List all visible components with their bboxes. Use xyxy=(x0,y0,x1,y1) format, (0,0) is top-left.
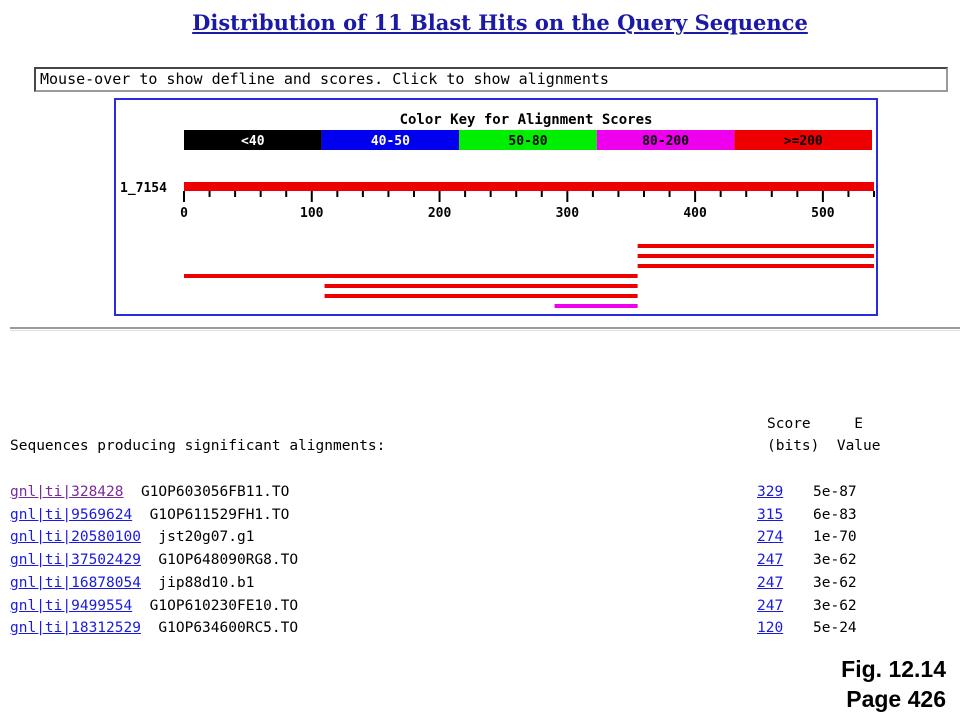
evalue: 6e-83 xyxy=(813,506,857,523)
table-row: gnl|ti|9569624 G1OP611529FH1.TO 315 6e-83 xyxy=(10,504,950,526)
accession-link[interactable]: gnl|ti|37502429 xyxy=(10,552,141,569)
evalue: 5e-24 xyxy=(813,620,857,637)
sequence-description: jst20g07.g1 xyxy=(140,529,255,546)
page-label: Page 426 xyxy=(846,686,946,712)
axis-tick-label: 400 xyxy=(683,206,707,221)
score-link[interactable]: 274 xyxy=(757,529,784,546)
table-row: gnl|ti|20580100 jst20g07.g1 274 1e-70 xyxy=(10,526,950,548)
color-key-bin-label: 40-50 xyxy=(371,134,410,149)
evalue: 3e-62 xyxy=(813,552,857,569)
hit-bar[interactable] xyxy=(637,254,874,258)
hit-bar[interactable] xyxy=(637,244,874,248)
axis-tick-label: 0 xyxy=(180,206,188,221)
hit-bar[interactable] xyxy=(324,294,638,298)
color-key-bin xyxy=(596,130,735,150)
evalue: 1e-70 xyxy=(813,529,857,546)
sequence-description: G1OP648090RG8.TO xyxy=(140,552,299,569)
table-row: gnl|ti|16878054 jip88d10.b1 247 3e-62 xyxy=(10,572,950,594)
axis-tick-label: 100 xyxy=(300,206,324,221)
evalue: 3e-62 xyxy=(813,574,857,591)
sequence-description: G1OP634600RC5.TO xyxy=(140,620,299,637)
hits-overview-svg[interactable]: Color Key for Alignment Scores <40 40-50 50… xyxy=(116,100,876,314)
table-row: gnl|ti|328428 G1OP603056FB11.TO 329 5e-87 xyxy=(10,481,950,503)
blast-hits-graphic[interactable]: Color Key for Alignment Scores <40 40-50 50… xyxy=(114,98,878,316)
page-title: Distribution of 11 Blast Hits on the Que… xyxy=(192,10,808,35)
accession-link[interactable]: gnl|ti|9499554 xyxy=(10,597,133,614)
accession-link[interactable]: gnl|ti|9569624 xyxy=(10,506,133,523)
table-row: gnl|ti|37502429 G1OP648090RG8.TO 247 3e-62 xyxy=(10,549,950,571)
sequence-description: jip88d10.b1 xyxy=(140,574,255,591)
hit-bar[interactable] xyxy=(637,264,874,268)
axis-tick-label: 300 xyxy=(556,206,580,221)
hit-bar[interactable] xyxy=(324,284,638,288)
evalue: 5e-87 xyxy=(813,484,857,500)
accession-link[interactable]: gnl|ti|328428 xyxy=(10,484,124,500)
score-link[interactable]: 247 xyxy=(757,574,784,591)
score-link[interactable]: 329 xyxy=(757,484,784,500)
accession-link[interactable]: gnl|ti|20580100 xyxy=(10,529,141,546)
score-link[interactable]: 315 xyxy=(757,506,784,523)
color-key-bin xyxy=(459,130,597,150)
sequence-description: G1OP610230FE10.TO xyxy=(132,597,299,614)
score-evalue-header: Score E xyxy=(767,416,864,432)
color-key-bin-label: <40 xyxy=(241,134,265,149)
color-key-bin-label: 50-80 xyxy=(508,134,547,149)
section-divider xyxy=(10,327,960,331)
score-link[interactable]: 247 xyxy=(757,552,784,569)
sequence-description: G1OP603056FB11.TO xyxy=(123,484,290,500)
figure-label: Fig. 12.14 xyxy=(841,656,946,682)
accession-link[interactable]: gnl|ti|16878054 xyxy=(10,574,141,591)
defline-message-field: Mouse-over to show defline and scores. C… xyxy=(34,67,948,92)
hit-bar[interactable] xyxy=(554,304,638,308)
sequence-description: G1OP611529FH1.TO xyxy=(132,506,290,523)
table-row: gnl|ti|18312529 G1OP634600RC5.TO 120 5e-24 xyxy=(10,617,950,639)
alignments-heading: Sequences producing significant alignmen… xyxy=(10,438,386,454)
axis-tick-label: 200 xyxy=(428,206,452,221)
color-key-bin-label: 80-200 xyxy=(642,134,689,149)
query-label: 1_7154 xyxy=(120,181,167,196)
bits-value-header: (bits) Value xyxy=(767,438,881,454)
color-key-bin xyxy=(734,130,872,150)
evalue: 3e-62 xyxy=(813,597,857,614)
query-sequence-bar[interactable] xyxy=(184,182,874,191)
table-row: gnl|ti|9499554 G1OP610230FE10.TO 247 3e-62 xyxy=(10,595,950,617)
color-key-title: Color Key for Alignment Scores xyxy=(400,112,653,128)
color-key-bin xyxy=(321,130,460,150)
accession-link[interactable]: gnl|ti|18312529 xyxy=(10,620,141,637)
color-key-bin xyxy=(184,130,322,150)
hit-bar[interactable] xyxy=(184,274,638,278)
axis-tick-label: 500 xyxy=(811,206,835,221)
color-key-bin-label: >=200 xyxy=(784,134,823,149)
score-link[interactable]: 120 xyxy=(757,620,784,637)
score-link[interactable]: 247 xyxy=(757,597,784,614)
